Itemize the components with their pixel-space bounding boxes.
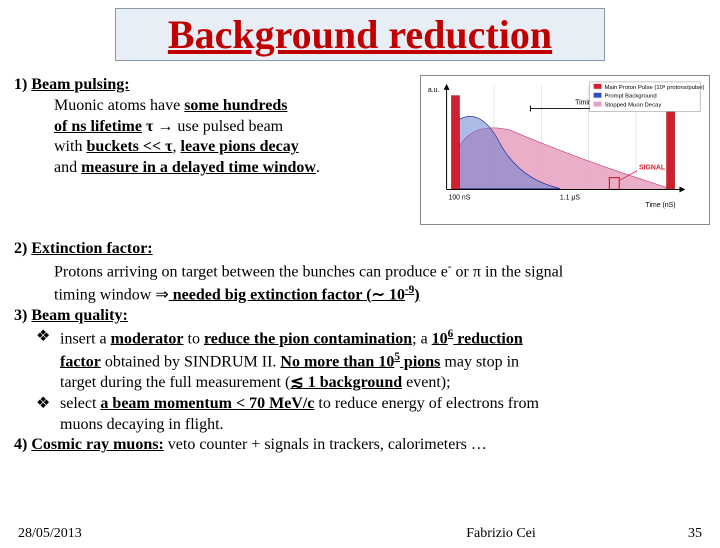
text: of ns lifetime — [54, 118, 142, 135]
text: use pulsed beam — [173, 118, 283, 135]
text: timing window — [54, 286, 155, 303]
text: target during the full measurement ( — [60, 374, 290, 391]
svg-text:Main Proton Pulse (10⁸ protons: Main Proton Pulse (10⁸ protons/pulse) — [604, 84, 704, 91]
text: 10 — [385, 286, 405, 303]
svg-text:a.u.: a.u. — [428, 87, 440, 94]
text: needed big extinction factor ( — [169, 286, 372, 303]
text: ; a — [412, 330, 432, 347]
text: 1 background — [304, 374, 402, 391]
text: select — [60, 395, 100, 412]
text: insert a — [60, 330, 111, 347]
text: . — [316, 159, 320, 176]
le-icon: ≲ — [290, 374, 303, 391]
svg-text:1.1 μS: 1.1 μS — [560, 194, 580, 201]
bullet-2: ❖ select a beam momentum < 70 MeV/c to r… — [36, 394, 706, 436]
text: ) — [414, 286, 419, 303]
sec1-head: Beam pulsing: — [31, 76, 129, 93]
diamond-icon: ❖ — [36, 327, 60, 394]
sec2-num: 2) — [14, 240, 27, 257]
text: measure in a delayed time window — [81, 159, 316, 176]
slide-content: 1) Beam pulsing: Muonic atoms have some … — [0, 61, 720, 456]
text: a beam momentum — [100, 395, 236, 412]
text: reduce the pion contamination — [204, 330, 412, 347]
text: pions — [400, 353, 440, 370]
sec1-num: 1) — [14, 76, 27, 93]
text: muons decaying in flight. — [60, 416, 224, 433]
text: reduction — [453, 330, 522, 347]
sec2-head: Extinction factor: — [31, 240, 152, 257]
text: leave pions decay — [181, 138, 299, 155]
text: factor — [60, 353, 101, 370]
tau: τ — [165, 138, 172, 155]
title-box: Background reduction — [115, 8, 605, 61]
text: veto counter + signals in trackers, calo… — [164, 436, 487, 453]
text: with — [54, 138, 86, 155]
text: to — [184, 330, 204, 347]
text: and — [54, 159, 81, 176]
section-1: 1) Beam pulsing: Muonic atoms have some … — [14, 75, 414, 225]
text: buckets << — [86, 138, 165, 155]
text: or π in the signal — [452, 263, 564, 280]
sec3-num: 3) — [14, 307, 27, 324]
bullet-1: ❖ insert a moderator to reduce the pion … — [36, 327, 706, 394]
arrow-icon: → — [157, 118, 173, 135]
page-title: Background reduction — [116, 11, 604, 58]
text: No more than 10 — [280, 353, 394, 370]
tau: τ — [142, 118, 157, 135]
text: to reduce energy of electrons from — [314, 395, 539, 412]
text: may stop in — [440, 353, 519, 370]
sup: -9 — [405, 284, 414, 296]
svg-text:Prompt Background: Prompt Background — [604, 94, 656, 100]
svg-text:SIGNAL: SIGNAL — [639, 165, 665, 172]
lt-icon: < — [236, 395, 245, 412]
text: Muonic atoms have — [54, 97, 184, 114]
svg-text:Time (nS): Time (nS) — [646, 202, 676, 209]
text: event); — [402, 374, 450, 391]
text: obtained by SINDRUM II. — [101, 353, 281, 370]
arrow-icon: ⇒ — [155, 286, 168, 303]
text: 70 MeV/c — [245, 395, 314, 412]
sec4-head: Cosmic ray muons: — [31, 436, 163, 453]
timing-chart: Timing Windowa.u.100 nS1.1 μSTime (nS)Ma… — [420, 75, 710, 225]
text: moderator — [111, 330, 184, 347]
section-3: 3) Beam quality: ❖ insert a moderator to… — [14, 306, 706, 435]
sec4-num: 4) — [14, 436, 27, 453]
section-2: 2) Extinction factor: Protons arriving o… — [14, 239, 706, 306]
diamond-icon: ❖ — [36, 394, 60, 436]
sec3-head: Beam quality: — [31, 307, 127, 324]
text: , — [173, 138, 181, 155]
timing-chart-container: Timing Windowa.u.100 nS1.1 μSTime (nS)Ma… — [420, 75, 710, 225]
section-4: 4) Cosmic ray muons: veto counter + sign… — [14, 435, 706, 456]
text: 10 — [432, 330, 448, 347]
svg-text:100 nS: 100 nS — [449, 194, 471, 201]
text: Protons arriving on target between the b… — [54, 263, 448, 280]
text: some hundreds — [184, 97, 287, 114]
text: ∼ — [372, 286, 385, 303]
svg-text:Stopped Muon Decay: Stopped Muon Decay — [604, 103, 661, 109]
